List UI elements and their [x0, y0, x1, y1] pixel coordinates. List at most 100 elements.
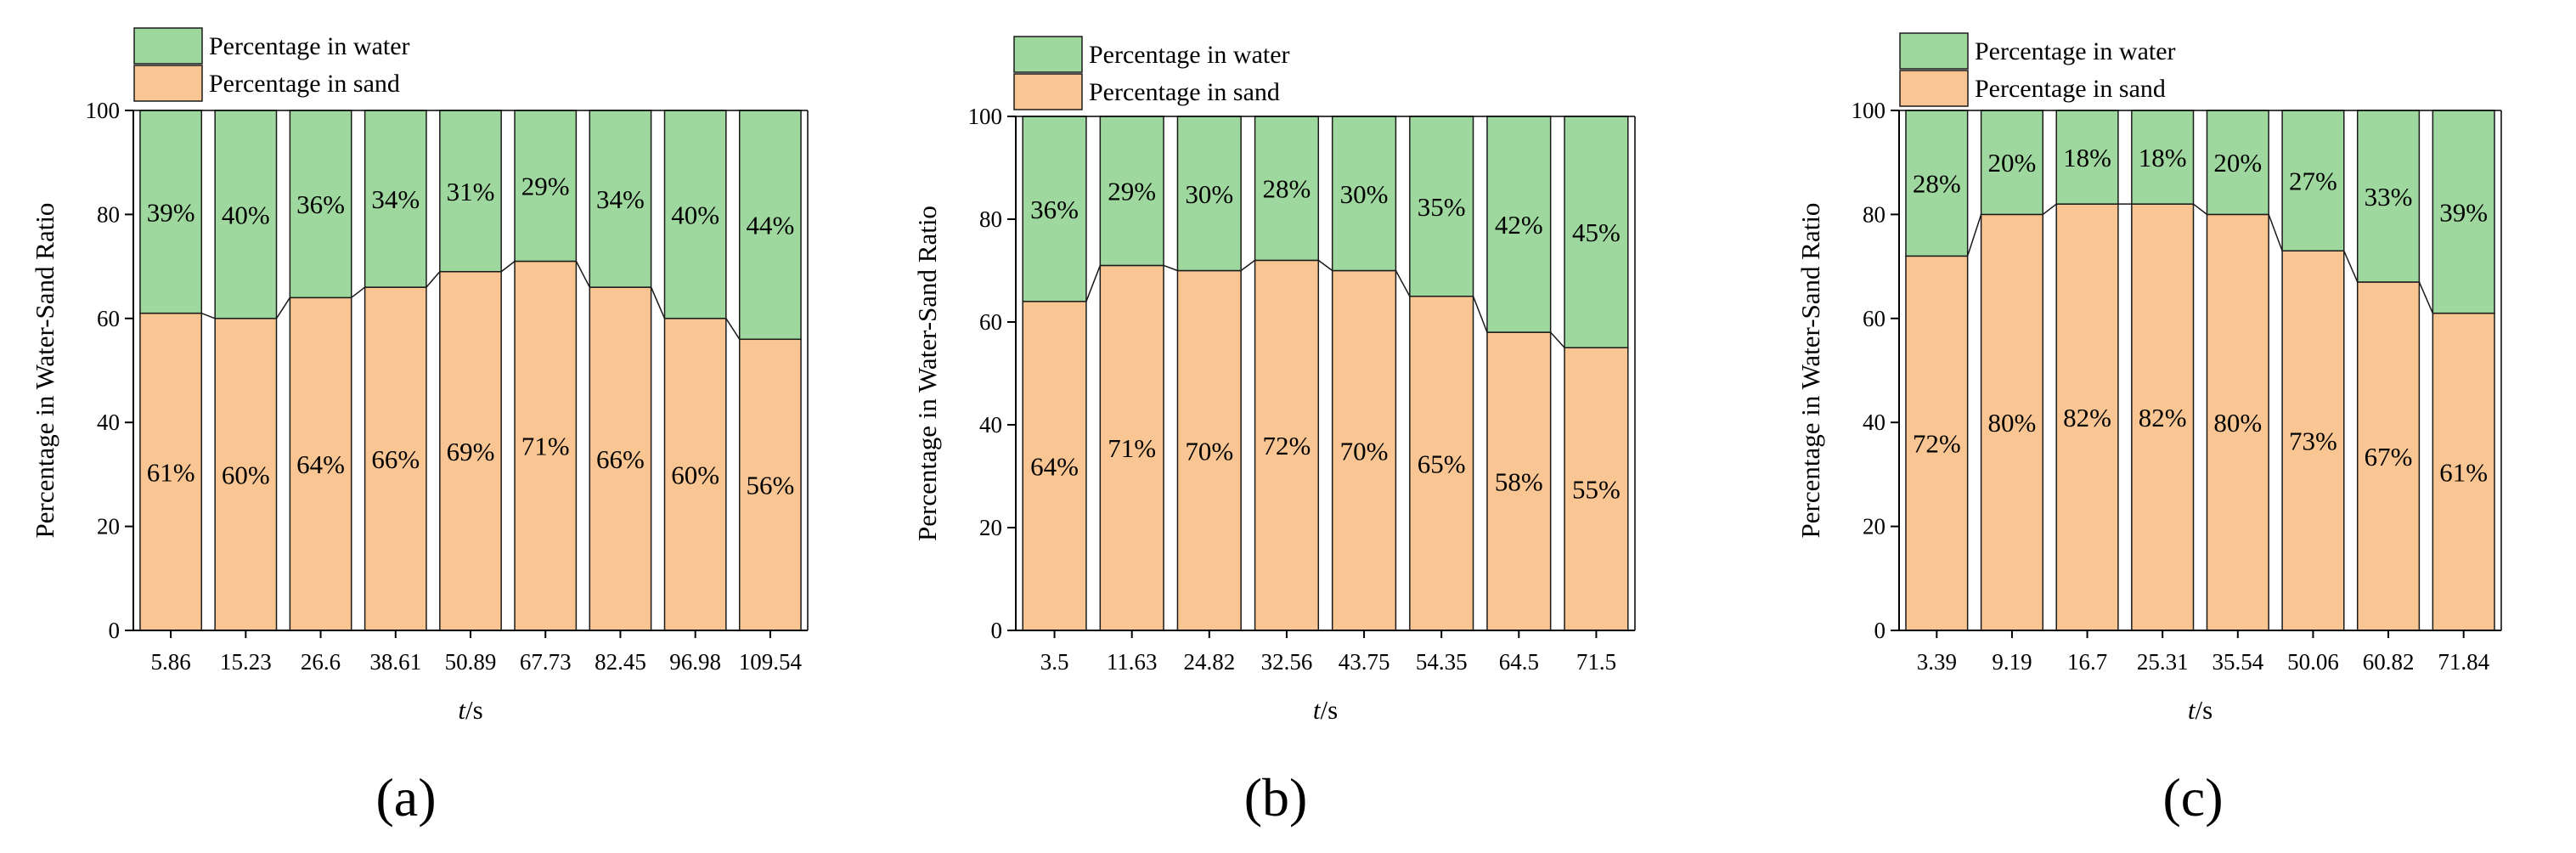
- bar-water: [1564, 116, 1629, 348]
- y-tick-label: 0: [991, 618, 1003, 643]
- bar-water: [2055, 110, 2119, 205]
- legend-label-sand: Percentage in sand: [1089, 78, 1280, 106]
- bar-label-sand: 56%: [746, 471, 794, 500]
- sand-connector-line: [1395, 270, 1411, 297]
- y-tick-label: 0: [1874, 618, 1886, 643]
- bar-label-water: 31%: [447, 177, 495, 206]
- x-tick-label: 64.5: [1499, 649, 1539, 675]
- bar-label-water: 33%: [2365, 182, 2413, 212]
- sand-connector-line: [1085, 265, 1102, 302]
- bar-label-water: 40%: [222, 200, 270, 229]
- bar-water: [439, 110, 502, 273]
- bar-label-water: 39%: [2439, 197, 2488, 227]
- bar-water: [2281, 110, 2345, 251]
- bar-water: [1022, 116, 1087, 302]
- x-tick-label: 71.84: [2438, 649, 2489, 675]
- sand-connector-line: [1240, 259, 1256, 272]
- x-tick-label: 26.6: [301, 649, 341, 675]
- bar-label-sand: 55%: [1572, 475, 1621, 505]
- y-tick-label: 80: [1863, 201, 1885, 227]
- bar-water: [2356, 110, 2421, 283]
- bar-label-sand: 61%: [2439, 457, 2488, 487]
- x-tick-label: 3.39: [1917, 649, 1957, 675]
- x-axis-title-variable: t: [2188, 695, 2196, 725]
- x-tick-label: 5.86: [150, 649, 190, 675]
- bar-sand: [589, 286, 652, 631]
- y-tick-label: 80: [97, 201, 120, 227]
- bar-water: [1486, 116, 1552, 333]
- x-tick-label: 54.35: [1416, 649, 1468, 675]
- legend-swatch-water: [133, 27, 203, 65]
- y-tick-label: 40: [97, 410, 120, 435]
- bar-sand: [738, 338, 802, 631]
- x-axis-title-variable: t: [458, 695, 466, 725]
- sand-connector-line: [275, 297, 291, 319]
- bar-label-sand: 72%: [1263, 431, 1311, 460]
- bar-label-water: 28%: [1263, 174, 1311, 204]
- y-tick-label: 100: [86, 98, 121, 123]
- y-tick-label: 20: [97, 514, 120, 539]
- bar-sand: [2055, 203, 2119, 631]
- x-tick-label: 9.19: [1992, 649, 2032, 675]
- legend: Percentage in water Percentage in sand: [1899, 32, 2176, 107]
- x-tick-label: 25.31: [2137, 649, 2189, 675]
- x-axis-title-unit: /s: [465, 695, 483, 725]
- bar-water: [663, 110, 727, 319]
- legend-label-sand: Percentage in sand: [1975, 75, 2166, 103]
- bar-label-sand: 80%: [2213, 408, 2262, 438]
- bar-sand: [1176, 269, 1242, 631]
- bar-water: [214, 110, 278, 319]
- x-tick-label: 82.45: [595, 649, 646, 675]
- bar-sand: [214, 318, 278, 631]
- bar-label-sand: 69%: [447, 437, 495, 466]
- y-tick-label: 40: [1863, 410, 1885, 435]
- legend-swatch-sand: [133, 65, 203, 102]
- panel-label: (b): [1244, 767, 1308, 828]
- y-axis-title: Percentage in Water-Sand Ratio: [30, 203, 59, 539]
- sand-connector-line: [575, 261, 590, 288]
- bar-sand: [1564, 347, 1629, 631]
- sand-connector-line: [650, 286, 666, 319]
- chart-panel-2: 64% 36% 3.5 71% 29% 11.63 70% 30% 24.82 72% 28% 32.…: [912, 36, 1636, 828]
- panel-label: (a): [375, 767, 436, 828]
- bar-sand: [139, 312, 203, 631]
- legend-label-water: Percentage in water: [1089, 41, 1290, 69]
- y-tick-label: 100: [1852, 98, 1886, 123]
- bar-label-sand: 60%: [222, 460, 270, 489]
- bar-label-sand: 64%: [296, 449, 345, 479]
- legend-swatch-water: [1013, 36, 1083, 73]
- sand-connector-line: [1472, 296, 1488, 333]
- sand-connector-line: [426, 271, 441, 288]
- sand-connector-line: [201, 312, 216, 319]
- bar-water: [1176, 116, 1242, 272]
- bar-label-sand: 58%: [1495, 467, 1543, 497]
- bar-label-sand: 82%: [2139, 403, 2187, 432]
- y-tick-label: 20: [979, 515, 1002, 540]
- bar-sand: [663, 318, 727, 631]
- x-axis-title-unit: /s: [1320, 695, 1338, 725]
- x-tick-label: 24.82: [1183, 649, 1235, 675]
- x-tick-label: 67.73: [520, 649, 572, 675]
- bar-label-water: 34%: [371, 184, 420, 214]
- bar-label-water: 34%: [596, 184, 645, 214]
- bar-label-sand: 61%: [147, 457, 195, 487]
- legend-label-water: Percentage in water: [209, 32, 410, 60]
- y-tick-label: 60: [979, 309, 1002, 335]
- y-axis-title: Percentage in Water-Sand Ratio: [1795, 203, 1825, 539]
- bar-sand: [1980, 213, 2044, 631]
- sand-connector-line: [2042, 203, 2057, 215]
- bar-label-water: 28%: [1913, 169, 1961, 199]
- panel-label: (c): [2162, 767, 2223, 828]
- x-tick-label: 50.89: [445, 649, 497, 675]
- bar-sand: [364, 286, 427, 631]
- bar-sand: [1254, 259, 1320, 631]
- bar-water: [1254, 116, 1320, 262]
- bar-sand: [2206, 213, 2269, 631]
- x-tick-label: 109.54: [739, 649, 803, 675]
- bar-label-sand: 73%: [2289, 426, 2337, 456]
- bar-sand: [2356, 281, 2421, 631]
- bar-sand: [289, 297, 352, 631]
- y-tick-label: 60: [97, 306, 120, 331]
- bar-label-sand: 65%: [1418, 449, 1466, 478]
